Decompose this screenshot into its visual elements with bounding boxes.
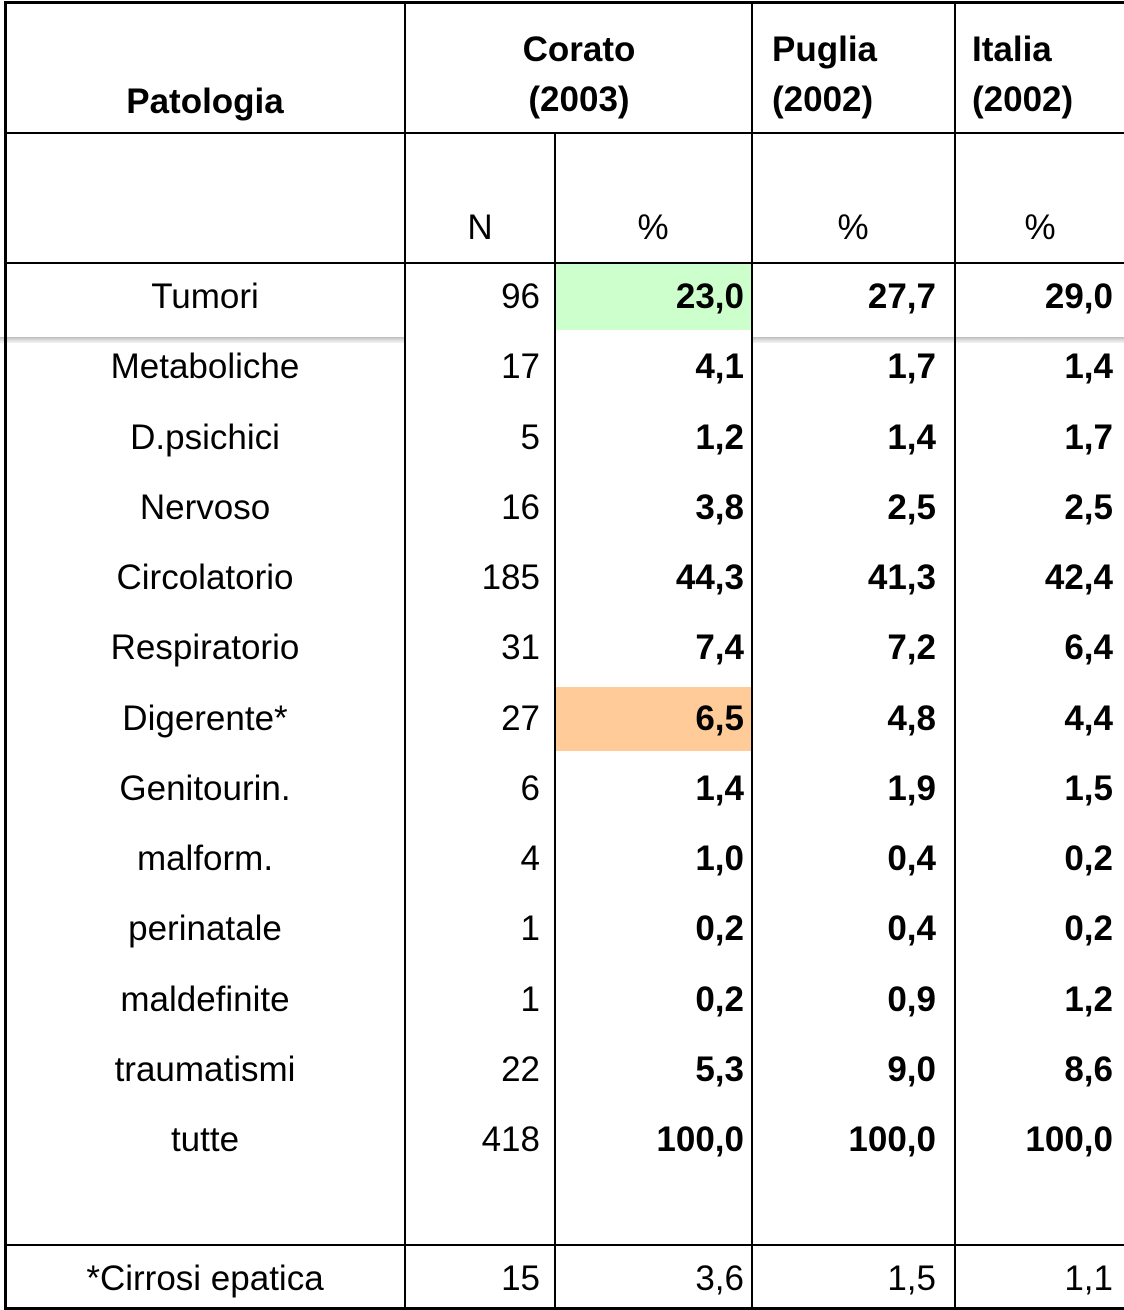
value-cell: 0,4 — [887, 909, 936, 949]
border — [4, 1, 7, 1310]
value-cell: 4 — [520, 839, 540, 878]
border — [4, 262, 1124, 264]
border — [554, 133, 556, 1310]
border — [4, 1307, 1124, 1310]
subheader-cell: % — [637, 208, 669, 247]
header-cell: Puglia — [772, 30, 878, 69]
value-cell: 100,0 — [848, 1120, 936, 1159]
highlight-cell — [556, 687, 751, 751]
value-cell: 23,0 — [675, 277, 744, 316]
row-label: Nervoso — [139, 487, 271, 527]
value-cell: 1,4 — [695, 768, 744, 808]
row-label: Digerente* — [122, 698, 288, 738]
value-cell: 6,5 — [695, 698, 744, 738]
row-label: Circolatorio — [116, 558, 294, 597]
header-cell: (2002) — [972, 80, 1074, 119]
header-cell: (2003) — [528, 80, 630, 119]
value-cell: 27 — [501, 698, 540, 738]
row-label: *Cirrosi epatica — [86, 1259, 324, 1298]
value-cell: 9,0 — [887, 1049, 936, 1089]
value-cell: 4,1 — [695, 347, 744, 387]
value-cell: 1,4 — [887, 417, 936, 457]
row-label: perinatale — [128, 909, 282, 949]
value-cell: 418 — [481, 1120, 540, 1159]
header-cell: Italia — [972, 30, 1052, 69]
value-cell: 27,7 — [867, 277, 936, 316]
value-cell: 22 — [501, 1049, 540, 1089]
border — [751, 1, 753, 1310]
value-cell: 16 — [501, 487, 540, 527]
value-cell: 8,6 — [1064, 1049, 1113, 1089]
subheader-cell: N — [467, 208, 493, 247]
value-cell: 0,9 — [887, 979, 936, 1019]
border — [954, 1, 956, 1310]
value-cell: 6,4 — [1064, 628, 1113, 668]
value-cell: 5,3 — [695, 1049, 744, 1089]
value-cell: 1 — [520, 909, 540, 949]
header-cell: Patologia — [126, 82, 284, 121]
value-cell: 41,3 — [867, 558, 936, 597]
value-cell: 4,4 — [1064, 698, 1113, 738]
value-cell: 7,4 — [695, 628, 744, 668]
row-label: malform. — [136, 839, 274, 878]
value-cell: 1,0 — [695, 839, 744, 878]
header-cell: (2002) — [772, 80, 874, 119]
value-cell: 31 — [501, 628, 540, 668]
value-cell: 1,2 — [1064, 979, 1113, 1019]
value-cell: 5 — [520, 417, 540, 457]
border — [4, 1, 1124, 4]
value-cell: 0,2 — [695, 979, 744, 1019]
value-cell: 4,8 — [887, 698, 936, 738]
row-label: D.psichici — [130, 417, 280, 457]
value-cell: 1,1 — [1064, 1259, 1113, 1298]
border — [4, 1244, 1124, 1246]
value-cell: 29,0 — [1044, 277, 1113, 316]
value-cell: 1 — [520, 979, 540, 1019]
subheader-cell: % — [837, 208, 869, 247]
row-label: tutte — [170, 1120, 240, 1159]
value-cell: 1,7 — [1064, 417, 1113, 457]
header-cell: Corato — [522, 30, 636, 69]
value-cell: 7,2 — [887, 628, 936, 668]
value-cell: 3,6 — [695, 1259, 744, 1298]
border — [404, 1, 406, 1310]
row-label: Respiratorio — [110, 628, 300, 668]
value-cell: 44,3 — [675, 558, 744, 597]
value-cell: 0,2 — [1064, 909, 1113, 949]
row-label: Metaboliche — [110, 347, 300, 387]
value-cell: 0,4 — [887, 839, 936, 878]
row-label: maldefinite — [120, 979, 290, 1019]
border — [4, 132, 1124, 134]
value-cell: 1,5 — [1064, 768, 1113, 808]
value-cell: 1,5 — [887, 1259, 936, 1298]
slide-rule — [753, 337, 1124, 343]
subheader-cell: % — [1024, 208, 1056, 247]
value-cell: 100,0 — [1025, 1120, 1113, 1159]
slide-rule — [0, 337, 404, 343]
value-cell: 1,2 — [695, 417, 744, 457]
value-cell: 185 — [481, 558, 540, 597]
highlight-cell — [556, 264, 751, 330]
value-cell: 3,8 — [695, 487, 744, 527]
value-cell: 2,5 — [1064, 487, 1113, 527]
value-cell: 6 — [520, 768, 540, 808]
value-cell: 0,2 — [1064, 839, 1113, 878]
row-label: Tumori — [151, 277, 259, 316]
value-cell: 0,2 — [695, 909, 744, 949]
row-label: traumatismi — [114, 1049, 296, 1089]
value-cell: 17 — [501, 347, 540, 387]
value-cell: 96 — [501, 277, 540, 316]
value-cell: 1,4 — [1064, 347, 1113, 387]
value-cell: 100,0 — [656, 1120, 744, 1159]
row-label: Genitourin. — [119, 768, 291, 808]
value-cell: 15 — [501, 1259, 540, 1298]
value-cell: 2,5 — [887, 487, 936, 527]
value-cell: 1,7 — [887, 347, 936, 387]
value-cell: 1,9 — [887, 768, 936, 808]
value-cell: 42,4 — [1044, 558, 1113, 597]
